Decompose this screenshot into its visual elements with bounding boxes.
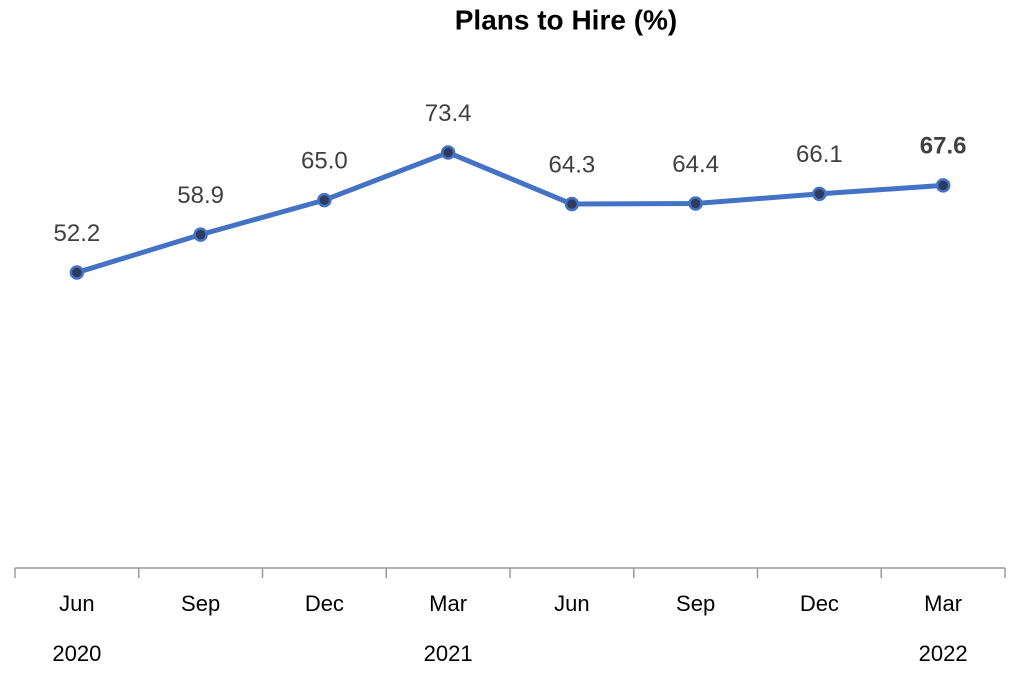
x-tick-label: Mar (924, 591, 962, 616)
x-tick-label: Mar (429, 591, 467, 616)
point (935, 178, 951, 193)
x-year-label: 2022 (919, 641, 968, 666)
x-tick-label: Sep (181, 591, 220, 616)
data-label: 58.9 (177, 182, 224, 209)
point (564, 196, 580, 212)
x-tick-label: Dec (800, 591, 839, 616)
data-label: 64.4 (672, 151, 719, 178)
chart-title: Plans to Hire (%) (455, 4, 677, 35)
x-tick-label: Sep (676, 591, 715, 616)
data-label: 67.6 (920, 133, 967, 160)
x-tick-label: Jun (59, 591, 94, 616)
x-year-label: 2020 (52, 641, 101, 666)
point (440, 145, 456, 160)
point (317, 192, 332, 208)
data-label: 65.0 (301, 147, 348, 174)
data-label: 66.1 (796, 141, 843, 168)
point (812, 186, 827, 202)
line (76, 150, 944, 275)
data-label: 52.2 (54, 220, 101, 247)
point (688, 196, 703, 211)
point (193, 227, 208, 242)
point (69, 265, 85, 280)
data-label: 73.4 (425, 100, 472, 127)
x-year-label: 2021 (424, 641, 473, 666)
x-tick-label: Jun (554, 591, 589, 616)
x-tick-label: Dec (305, 591, 344, 616)
data-label: 64.3 (549, 151, 596, 178)
